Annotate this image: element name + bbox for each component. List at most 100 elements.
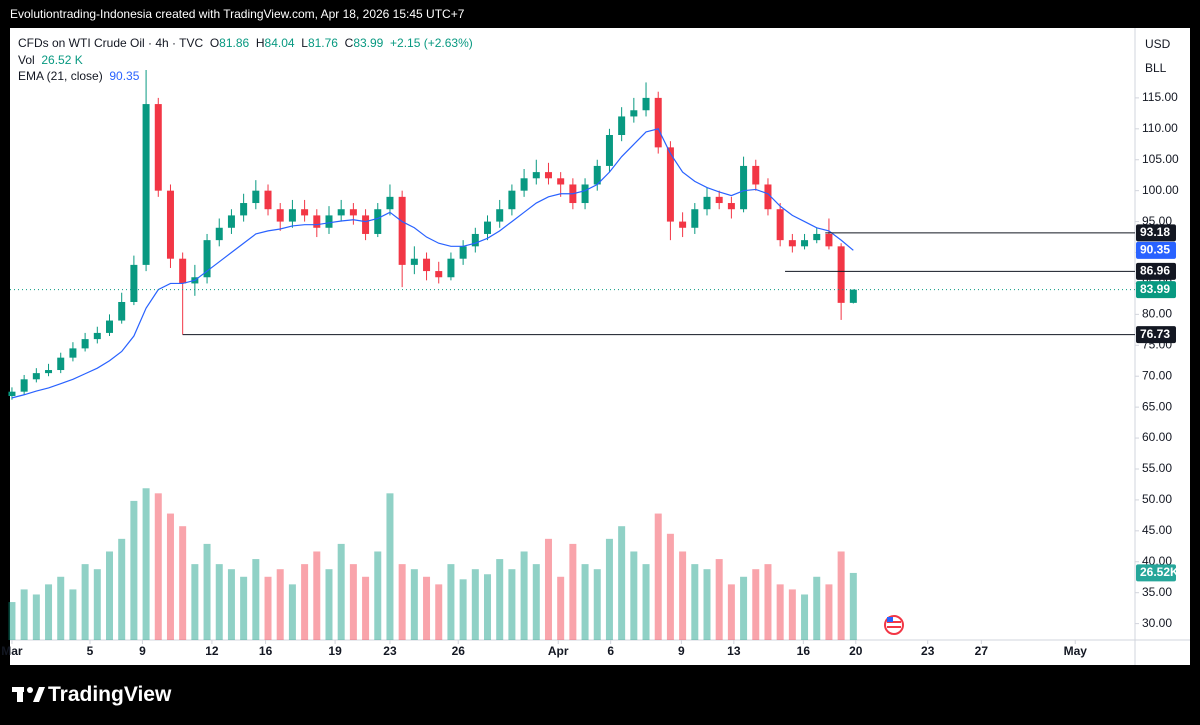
close-tag: 83.99 [1140, 282, 1170, 296]
volume-bar [130, 500, 138, 640]
volume-bar [240, 576, 248, 640]
x-tick-label: May [1064, 644, 1088, 658]
candle-body [435, 271, 443, 278]
y-tick-label: 50.00 [1142, 492, 1172, 506]
ohlc-label: H [255, 36, 265, 50]
volume-bar [520, 551, 528, 640]
candle-body [496, 209, 504, 222]
volume-bar [593, 569, 601, 640]
volume-bar [349, 564, 357, 640]
y-tick-label: 105.00 [1142, 152, 1179, 166]
candle-body [715, 196, 723, 204]
candle-body [374, 209, 382, 234]
candle-body [605, 134, 613, 166]
volume-bar [581, 564, 589, 640]
volume-bar [703, 569, 711, 640]
candle-body [154, 104, 162, 191]
candle-body [642, 97, 650, 111]
volume-bar [203, 543, 211, 640]
symbol: CFDs on WTI Crude Oil · 4h · TVC [18, 36, 204, 50]
candle-body [276, 209, 284, 222]
x-tick-label: 27 [975, 644, 989, 658]
x-tick-label: 23 [383, 644, 397, 658]
candle-body [362, 215, 370, 234]
x-tick-label: 23 [921, 644, 935, 658]
volume-bar [191, 564, 199, 640]
y-tick-label: 60.00 [1142, 430, 1172, 444]
volume-bar [471, 569, 479, 640]
brand: TradingView [48, 683, 172, 706]
volume-tag: 26.52K [1140, 565, 1179, 579]
volume-bar [435, 584, 443, 640]
volume-bar [752, 569, 760, 640]
level-tag: 86.96 [1140, 263, 1170, 277]
candle-body [813, 233, 821, 241]
candle-body [130, 264, 138, 302]
volume-bar [215, 564, 223, 640]
volume-bar [398, 564, 406, 640]
candle-body [508, 190, 516, 210]
y-tick-label: 45.00 [1142, 523, 1172, 537]
x-tick-label: 20 [849, 644, 863, 658]
level-tag-bg [1136, 224, 1176, 242]
volume-bar [57, 576, 65, 640]
y-tick-label: 65.00 [1142, 399, 1172, 413]
candle-body [520, 178, 528, 191]
candle-body [557, 178, 565, 185]
volume-bar [362, 576, 370, 640]
currency[interactable]: USD [1145, 37, 1171, 51]
candle-body [264, 190, 272, 210]
volume-bar [423, 576, 431, 640]
volume-bar [8, 602, 16, 640]
ohlc-value: 83.99 [353, 36, 384, 50]
unit[interactable]: BLL [1145, 61, 1167, 75]
candle-body [20, 379, 28, 392]
y-tick-label: 100.00 [1142, 183, 1179, 197]
candle-body [752, 165, 760, 185]
volume-bar [252, 559, 260, 640]
candle-body [142, 104, 150, 265]
candle-body [81, 339, 89, 349]
volume-bar [45, 584, 53, 640]
candle-body [581, 184, 589, 204]
volume-bar [374, 551, 382, 640]
volume-bar [557, 576, 565, 640]
candle-body [679, 221, 687, 228]
volume-bar [106, 551, 114, 640]
volume-bar [715, 559, 723, 640]
x-tick-label: 5 [87, 644, 94, 658]
ema-tag-bg [1136, 241, 1176, 259]
y-tick-label: 70.00 [1142, 368, 1172, 382]
candle-body [8, 391, 16, 397]
volume-bar [837, 551, 845, 640]
volume-bar [484, 574, 492, 640]
x-tick-label: Mar [1, 644, 23, 658]
volume-bar [447, 564, 455, 640]
candle-body [691, 209, 699, 228]
candle-body [740, 165, 748, 210]
candle-body [118, 301, 126, 321]
candle-body [166, 190, 174, 259]
volume-bar [532, 564, 540, 640]
candle-body [325, 215, 333, 228]
volume-bar [618, 526, 626, 640]
volume-bar [69, 589, 77, 640]
volume-bar [544, 538, 552, 640]
us-flag-icon [884, 615, 904, 635]
y-tick-label: 40.00 [1142, 554, 1172, 568]
plot-area [8, 70, 857, 640]
candle-body [593, 165, 601, 185]
ema-tag: 90.35 [1140, 243, 1170, 257]
ema-value: 90.35 [109, 69, 140, 83]
candle-body [801, 240, 809, 247]
candle-body [240, 203, 248, 216]
candle-body [423, 258, 431, 272]
close-tag-bg [1136, 281, 1176, 299]
candle-body [313, 215, 321, 228]
legend-ema: EMA (21, close) 90.35 [18, 69, 139, 83]
volume-bar [764, 564, 772, 640]
volume-bar [166, 513, 174, 640]
chart-background [10, 28, 1190, 665]
volume-bar [276, 569, 284, 640]
candle-body [203, 240, 211, 278]
